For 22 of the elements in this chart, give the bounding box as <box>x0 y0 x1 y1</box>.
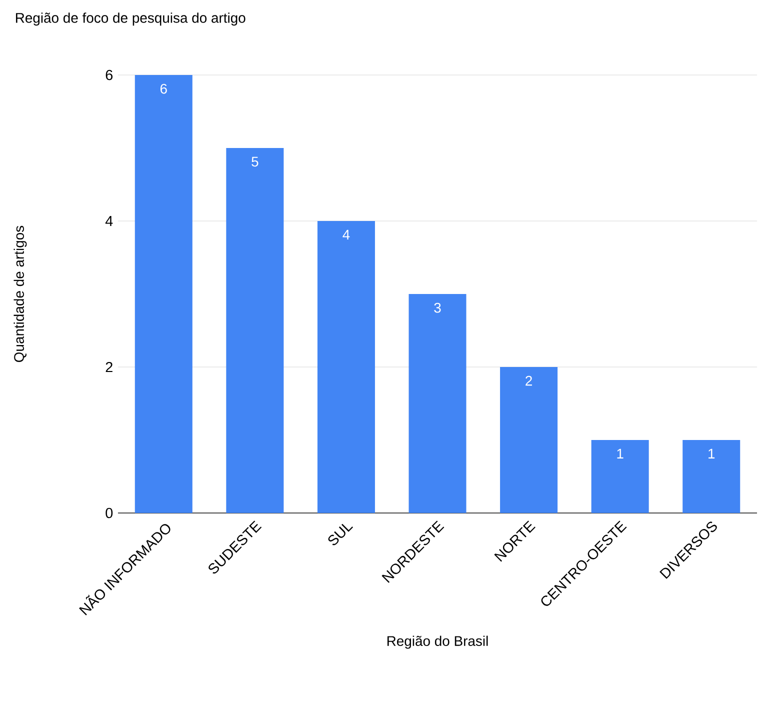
y-tick-label: 0 <box>106 508 113 518</box>
bar <box>134 75 192 513</box>
bar <box>317 221 375 513</box>
x-axis-title: Região do Brasil <box>387 636 488 649</box>
data-label: 6 <box>160 84 167 94</box>
bar <box>591 440 649 513</box>
x-tick-label: SUL <box>328 524 354 546</box>
data-label: 1 <box>708 448 715 458</box>
bar <box>408 294 466 513</box>
y-axis-title: Quantidade de artigos <box>14 226 27 362</box>
data-label: 2 <box>526 376 532 386</box>
data-label: 4 <box>342 230 350 240</box>
y-tick-label: 6 <box>106 70 113 80</box>
bar <box>682 440 740 513</box>
y-tick-label: 4 <box>105 216 113 226</box>
data-label: 3 <box>434 302 441 313</box>
y-tick-label: 2 <box>106 362 112 372</box>
data-label: 5 <box>252 156 258 167</box>
bar <box>226 148 284 513</box>
data-label: 1 <box>617 448 624 458</box>
chart-title: Região de foco de pesquisa do artigo <box>16 12 246 26</box>
bar <box>500 367 558 513</box>
